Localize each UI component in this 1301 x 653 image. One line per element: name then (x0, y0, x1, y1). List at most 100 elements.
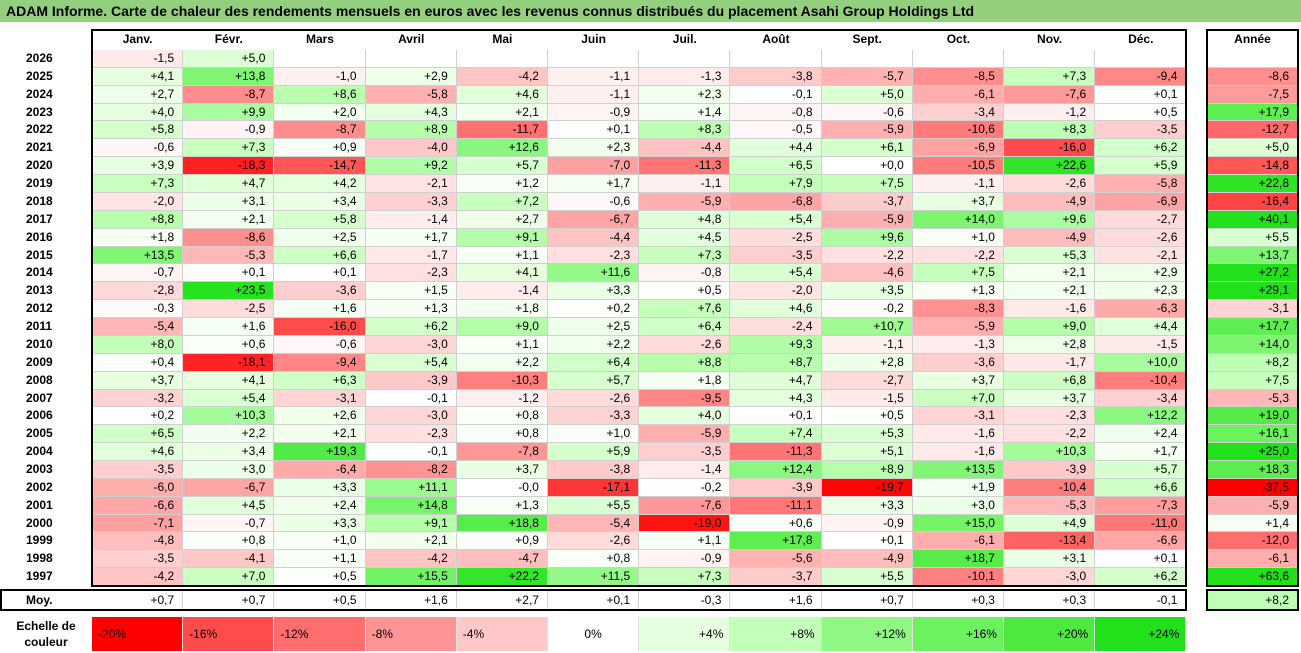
heatmap-cell: -2,2 (1004, 425, 1096, 444)
heatmap-cell: -2,6 (1004, 175, 1096, 193)
heatmap-cell: -1,1 (821, 335, 913, 354)
heatmap-cell: +10,3 (1004, 443, 1096, 461)
average-cell: +0,7 (821, 590, 913, 610)
heatmap-cell: -6,4 (274, 461, 366, 479)
heatmap-cell: +3,5 (821, 282, 913, 301)
heatmap-cell: +0,1 (1095, 85, 1187, 104)
heatmap-cell: +5,5 (548, 496, 640, 515)
heatmap-cell: -1,2 (1004, 103, 1096, 122)
heatmap-cell: -2,7 (821, 371, 913, 390)
heatmap-cell: +13,8 (183, 67, 275, 86)
color-scale-swatch: -4% (456, 617, 548, 651)
heatmap-cell: +9,9 (183, 103, 275, 122)
heatmap-cell: -5,7 (821, 67, 913, 86)
color-scale-swatch: +24% (1095, 617, 1187, 651)
heatmap-cell: +6,6 (1095, 478, 1187, 497)
heatmap-cell: -1,5 (92, 50, 184, 68)
heatmap-cell: +5,4 (730, 210, 822, 229)
heatmap-cell: +2,0 (274, 103, 366, 122)
heatmap-cell: +0,1 (548, 121, 640, 140)
heatmap-cell: +3,7 (456, 461, 548, 479)
annual-cell: -14,8 (1207, 157, 1298, 176)
heatmap-cell: +7,3 (639, 568, 731, 587)
heatmap-cell: -3,5 (639, 443, 731, 461)
heatmap-cell (1004, 50, 1096, 68)
heatmap-cell: +4,1 (456, 264, 548, 283)
heatmap-cell: -0,8 (730, 103, 822, 122)
heatmap-cell: -17,1 (548, 478, 640, 497)
heatmap-cell: -4,0 (365, 139, 457, 158)
heatmap-cell: +4,4 (730, 139, 822, 158)
heatmap-cell: +1,3 (456, 496, 548, 515)
heatmap-cell: -5,4 (92, 318, 184, 336)
heatmap-cell: -3,5 (92, 550, 184, 569)
heatmap-cell: +6,8 (1004, 371, 1096, 390)
heatmap-cell: -1,5 (821, 389, 913, 408)
heatmap-cell: -4,4 (639, 139, 731, 158)
heatmap-cell: -10,1 (912, 568, 1004, 587)
color-scale-label: Echelle de couleur (16, 619, 76, 649)
annual-cell: -12,7 (1207, 121, 1298, 140)
heatmap-cell: -18,1 (183, 353, 275, 372)
heatmap-cell: -3,0 (365, 407, 457, 426)
heatmap-cell: +10,3 (183, 407, 275, 426)
heatmap-cell: -5,8 (365, 85, 457, 104)
heatmap-cell: +0,1 (821, 532, 913, 551)
heatmap-cell: +3,3 (821, 496, 913, 515)
heatmap-cell: -2,6 (1095, 228, 1187, 247)
annual-cell: +8,2 (1207, 353, 1298, 372)
heatmap-cell: +9,6 (1004, 210, 1096, 229)
heatmap-cell: +2,3 (548, 139, 640, 158)
heatmap-cell: -10,6 (912, 121, 1004, 140)
heatmap-cell: +7,5 (821, 175, 913, 193)
heatmap-cell: +9,6 (821, 228, 913, 247)
heatmap-cell: -3,2 (92, 389, 184, 408)
heatmap-cell: +8,9 (821, 461, 913, 479)
heatmap-cell: +0,5 (821, 407, 913, 426)
heatmap-cell: +1,6 (183, 318, 275, 336)
heatmap-cell: -1,6 (912, 443, 1004, 461)
heatmap-cell: -16,0 (274, 318, 366, 336)
year-label: 1997 (26, 569, 53, 584)
heatmap-cell: +1,6 (274, 300, 366, 319)
heatmap-cell: -3,7 (821, 192, 913, 211)
heatmap-cell: +18,8 (456, 514, 548, 533)
year-label: 2018 (26, 193, 53, 208)
year-label: 2004 (26, 444, 53, 459)
year-label: 2012 (26, 301, 53, 316)
heatmap-cell: -0,9 (548, 103, 640, 122)
heatmap-cell: +4,6 (92, 443, 184, 461)
heatmap-cell: -14,7 (274, 157, 366, 176)
heatmap-cell: -6,1 (912, 532, 1004, 551)
heatmap-cell: -1,7 (365, 246, 457, 265)
heatmap-cell: +4,1 (183, 371, 275, 390)
heatmap-cell: -4,9 (1004, 192, 1096, 211)
heatmap-cell: -3,8 (548, 461, 640, 479)
heatmap-cell: -5,3 (183, 246, 275, 265)
heatmap-cell: +9,2 (365, 157, 457, 176)
year-label: 2010 (26, 336, 53, 351)
heatmap-cell: -2,6 (639, 335, 731, 354)
heatmap-cell: +6,6 (274, 246, 366, 265)
heatmap-cell: +6,2 (1095, 139, 1187, 158)
heatmap-cell (639, 50, 731, 68)
year-label: 1998 (26, 551, 53, 566)
annual-cell: -37,5 (1207, 478, 1298, 497)
annual-cell: -3,1 (1207, 300, 1298, 319)
heatmap-cell: -3,5 (92, 461, 184, 479)
heatmap-cell: -8,7 (183, 85, 275, 104)
heatmap-cell: +12,4 (730, 461, 822, 479)
heatmap-cell: -0,1 (365, 443, 457, 461)
heatmap-cell: -5,6 (730, 550, 822, 569)
heatmap-cell: +6,2 (1095, 568, 1187, 587)
heatmap-cell: +0,1 (183, 264, 275, 283)
heatmap-cell: -2,1 (1095, 246, 1187, 265)
heatmap-cell: +8,3 (1004, 121, 1096, 140)
heatmap-cell: +7,0 (912, 389, 1004, 408)
heatmap-cell: +1,1 (639, 532, 731, 551)
annual-cell: +25,0 (1207, 443, 1298, 461)
heatmap-cell: -0,9 (183, 121, 275, 140)
heatmap-cell: +1,0 (548, 425, 640, 444)
year-label: 2007 (26, 390, 53, 405)
heatmap-cell: +8,7 (730, 353, 822, 372)
